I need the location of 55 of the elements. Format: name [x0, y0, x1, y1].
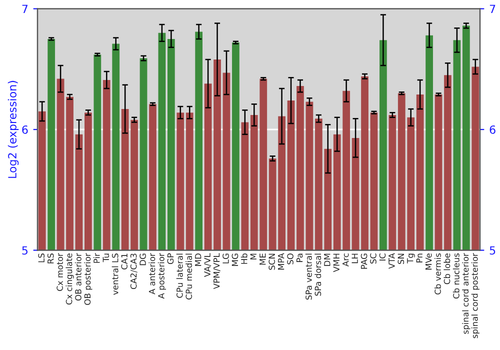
x-tick-label: MG — [232, 254, 238, 266]
x-tick-label: LS — [38, 253, 45, 262]
x-tick-label: SCN — [268, 254, 275, 270]
x-tick-label: PAG — [360, 254, 368, 269]
x-tick-label: Tg — [407, 254, 415, 264]
x-tick-label: DG — [140, 254, 146, 266]
x-tick-label: Pir — [93, 253, 100, 263]
x-tick-label: CA1 — [121, 254, 128, 270]
x-tick-label: Pn — [416, 254, 422, 262]
x-tick-label: A anterior — [148, 253, 156, 294]
x-tick-label: CA2/CA3 — [130, 254, 138, 290]
x-tick-label: IC — [379, 253, 386, 260]
x-tick-label: spinal cord posterior — [471, 253, 480, 338]
x-tick-label: Arc — [342, 254, 349, 266]
x-tick-label: MPA — [278, 253, 284, 270]
x-tick-label: spinal cord anterior — [462, 253, 470, 334]
x-tick-label: SC — [370, 253, 376, 264]
x-tick-label: LG — [222, 254, 229, 264]
x-tick-label: VA/VL — [204, 253, 212, 277]
y2-tick-label: 7 — [490, 4, 496, 13]
x-tick-label: Pa — [296, 254, 303, 262]
x-tick-label: Tu — [102, 254, 110, 262]
x-tick-label: A posterior — [158, 253, 166, 299]
y2-tick-label: 6 — [490, 125, 496, 134]
x-tick-label: LH — [352, 254, 358, 264]
x-tick-label: VPM/VPL — [213, 253, 220, 290]
x-tick-label: VMH — [333, 254, 340, 272]
x-tick-label: Cb vermis — [434, 253, 441, 294]
x-tick-label: GP — [167, 253, 174, 264]
x-tick-label: SPa ventral — [305, 254, 312, 300]
x-tick-label: CPu medial — [186, 254, 192, 300]
y-tick-label: 5 — [22, 246, 28, 255]
x-tick-label: Hb — [240, 253, 248, 264]
x-tick-label: DM — [324, 254, 330, 266]
x-tick-label: OB posterior — [84, 253, 92, 305]
x-tick-label: Cb lobe — [444, 253, 450, 284]
x-tick-label: ME — [260, 254, 266, 265]
x-tick-label: Cb nucleus — [452, 253, 460, 299]
y-axis-title: Log2 (expression) — [8, 80, 19, 178]
x-tick-label: ventral LS — [112, 253, 118, 295]
y-tick-label: 7 — [22, 4, 28, 13]
x-tick-label: VTA — [388, 253, 395, 269]
x-tick-label: Cx motor — [56, 253, 63, 291]
x-tick-label: MD — [195, 254, 202, 266]
x-tick-label: SPa dorsal — [314, 254, 322, 296]
x-tick-label: RS — [47, 253, 54, 264]
x-tick-label: OB anterior — [74, 253, 82, 301]
x-tick-label: MVe — [426, 253, 432, 270]
y-tick-label: 6 — [22, 125, 28, 134]
x-tick-label: SN — [398, 254, 404, 264]
x-tick-label: CPu lateral — [176, 254, 183, 298]
y2-tick-label: 5 — [490, 246, 496, 255]
x-tick-label: SO — [287, 253, 294, 264]
x-tick-label: M — [250, 254, 256, 260]
x-tick-label: Cx cingulate — [66, 253, 74, 305]
